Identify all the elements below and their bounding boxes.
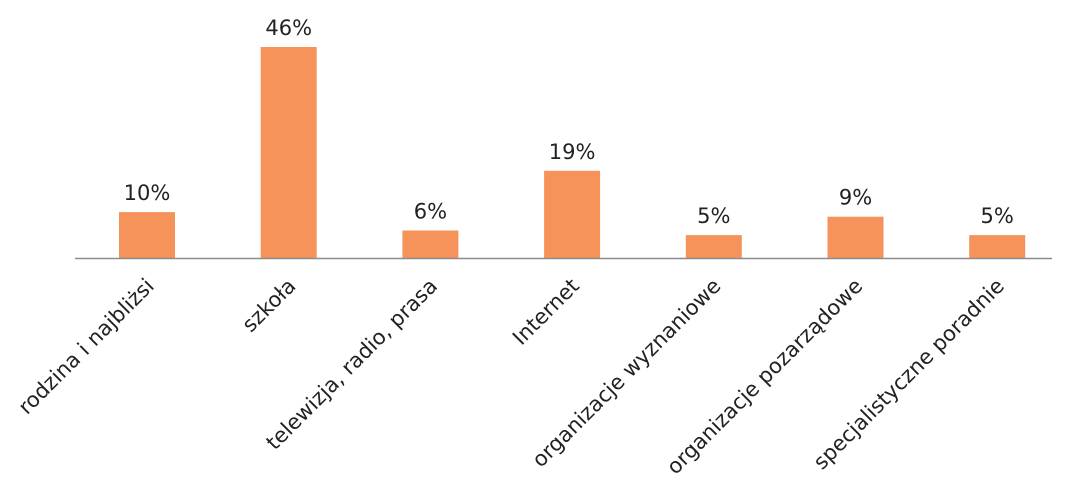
bar [260, 47, 317, 258]
bars-layer [119, 47, 1026, 258]
data-label: 9% [839, 186, 872, 210]
data-label: 5% [981, 204, 1014, 228]
bar [402, 230, 459, 258]
data-label: 19% [549, 140, 596, 164]
data-label: 5% [697, 204, 730, 228]
bar [685, 235, 742, 258]
category-label: rodzina i najbliżsi [14, 274, 159, 419]
data-label: 46% [265, 16, 312, 40]
bar [544, 170, 601, 258]
bar [827, 216, 884, 258]
category-label: Internet [508, 274, 584, 350]
data-labels-layer: 10% 46% 6% 19% 5% 9% 5% [124, 16, 1014, 228]
data-label: 10% [124, 181, 171, 205]
data-label: 6% [414, 200, 447, 224]
bar [969, 235, 1026, 258]
bar [119, 212, 175, 258]
category-label: szkoła [238, 274, 301, 337]
